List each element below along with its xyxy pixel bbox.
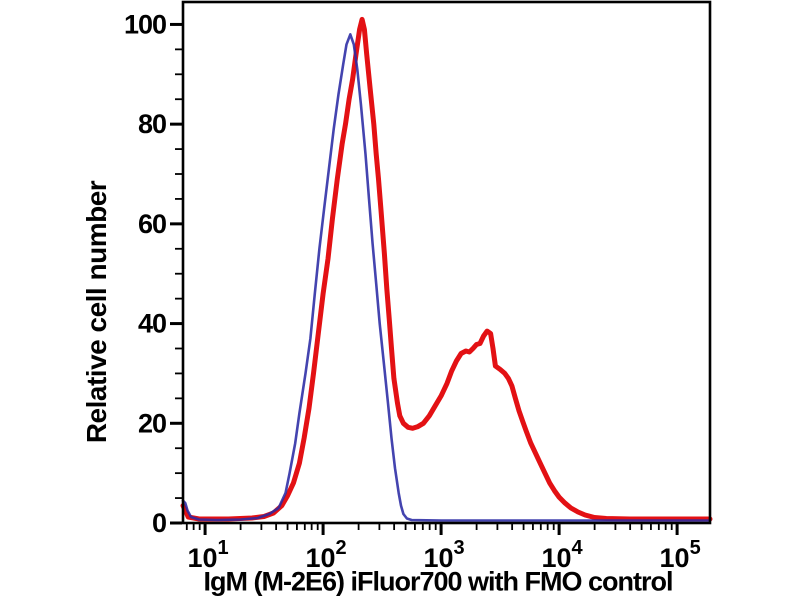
y-tick-label: 0 (152, 508, 166, 538)
y-tick-label: 60 (138, 209, 166, 239)
x-tick-label: 104 (542, 537, 584, 573)
fmo-control-curve (181, 33, 712, 522)
y-axis-title: Relative cell number (81, 180, 112, 444)
igm-stained-curve (180, 16, 713, 522)
x-tick-label: 103 (424, 537, 465, 573)
plot-frame (181, 0, 712, 525)
y-tick-label: 100 (124, 9, 166, 39)
x-tick-label: 105 (660, 537, 701, 573)
x-axis-title: IgM (M-2E6) iFluor700 with FMO control (203, 566, 673, 597)
y-tick-label: 20 (138, 408, 166, 438)
x-tick-label: 101 (187, 537, 228, 573)
y-tick-label: 80 (138, 109, 166, 139)
y-tick-label: 40 (138, 309, 166, 339)
x-tick-label: 102 (305, 537, 346, 573)
